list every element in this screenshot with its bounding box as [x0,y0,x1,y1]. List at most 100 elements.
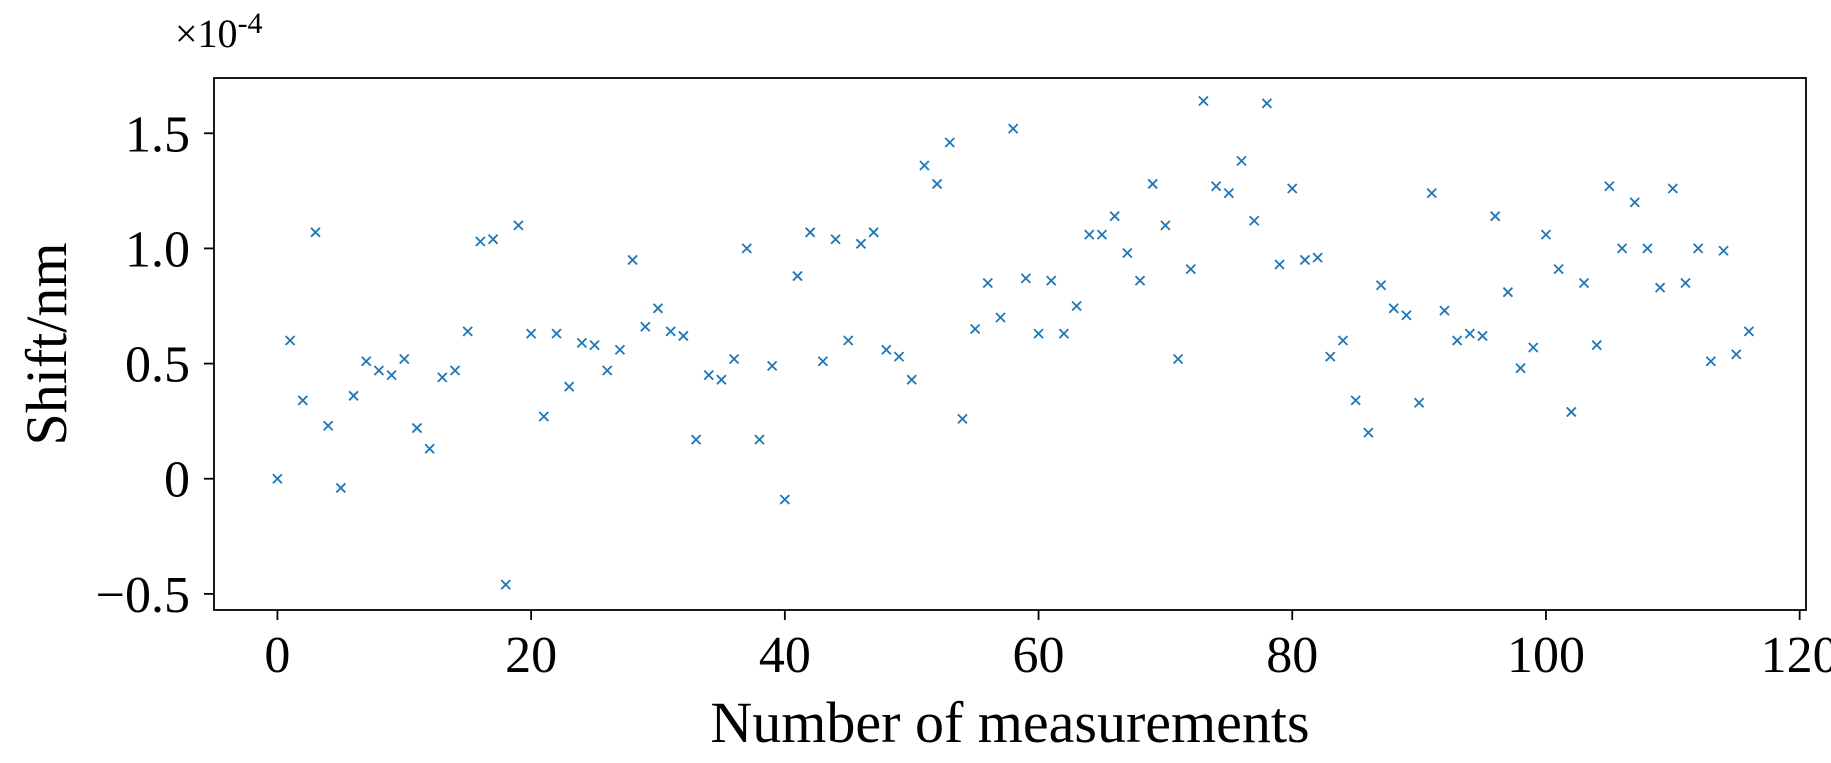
data-point [1350,395,1361,406]
y-tick-label: −0.5 [96,567,190,624]
data-point [1185,264,1196,275]
data-point [297,395,308,406]
data-point [1388,303,1399,314]
data-point [767,360,778,372]
data-point [1718,245,1729,256]
data-point [1363,427,1374,438]
data-point [1008,123,1019,134]
data-point [1096,229,1108,240]
y-tick-label: 1.0 [125,221,190,278]
data-point [1249,215,1260,226]
data-point [1160,220,1171,231]
x-tick-label: 0 [264,627,290,684]
data-point [1122,247,1133,259]
data-point [1731,349,1742,360]
x-tick-label: 80 [1266,627,1318,684]
data-point [779,494,790,505]
data-point [361,356,372,367]
data-point [652,303,664,314]
data-point [678,330,689,342]
data-point [1502,287,1514,298]
data-point [284,335,296,346]
y-tick-label: 0.5 [125,337,190,394]
data-point [716,374,727,385]
data-point [1566,406,1577,418]
x-tick-label: 120 [1761,627,1831,684]
data-point [881,344,892,355]
data-point [805,227,816,238]
data-point [931,178,943,190]
y-multiplier-label: ×10-4 [175,7,263,56]
data-point [1084,229,1095,240]
x-tick-label: 20 [505,627,557,684]
data-point [627,254,638,266]
data-point [1274,259,1285,270]
data-point [323,420,334,431]
data-point [475,236,486,247]
data-point [855,238,867,249]
y-axis: −0.5 0 0.5 1.0 1.5 [96,106,214,624]
data-point [1591,340,1602,351]
data-point [1439,305,1450,316]
data-point [957,413,968,424]
data-point [1299,254,1311,266]
data-point [602,365,613,376]
data-point [513,220,524,231]
data-point [1452,335,1463,346]
data-point [500,579,511,590]
y-tick-label: 0 [164,452,190,509]
data-point [310,227,321,238]
data-point [1261,98,1273,109]
data-point [1287,183,1298,194]
data-point [944,137,955,148]
data-point [576,337,588,348]
data-point [1223,188,1234,199]
data-point [1667,183,1678,194]
data-point [462,326,473,337]
data-point [335,482,346,494]
data-point [1515,363,1526,374]
data-point [893,351,905,362]
data-point [1540,229,1552,240]
data-point [995,312,1006,323]
x-axis: 0 20 40 60 80 100 120 [264,610,1831,684]
data-point [437,372,448,383]
data-point [690,434,702,445]
data-point [1629,197,1640,208]
data-point [424,443,435,454]
data-point [1413,397,1425,408]
data-point [1426,188,1437,199]
data-point [830,234,841,245]
data-point [969,323,981,335]
data-point [1578,277,1590,289]
data-point [1642,243,1653,254]
data-point [792,270,803,282]
data-point [741,243,752,254]
data-point [1477,330,1488,342]
data-point [640,321,651,332]
data-point [1680,277,1691,289]
data-point [487,234,499,245]
y-tick-label: 1.5 [125,106,190,163]
data-point [1236,155,1247,167]
data-point [754,434,765,445]
x-tick-label: 100 [1507,627,1585,684]
data-point [703,369,714,381]
data-point [348,390,359,401]
data-point [919,160,930,171]
data-point [1604,181,1615,192]
x-tick-label: 60 [1013,627,1065,684]
data-point [614,344,626,355]
data-point [868,227,879,238]
data-point [728,353,740,365]
plot-frame [213,77,1807,611]
data-point [1743,326,1755,337]
data-point [1490,211,1501,222]
data-point [373,365,385,376]
data-point [525,328,537,339]
data-point [1325,351,1336,362]
data-point [1147,178,1158,190]
data-point [551,328,562,339]
data-point [1337,335,1349,346]
data-point [1705,356,1716,367]
